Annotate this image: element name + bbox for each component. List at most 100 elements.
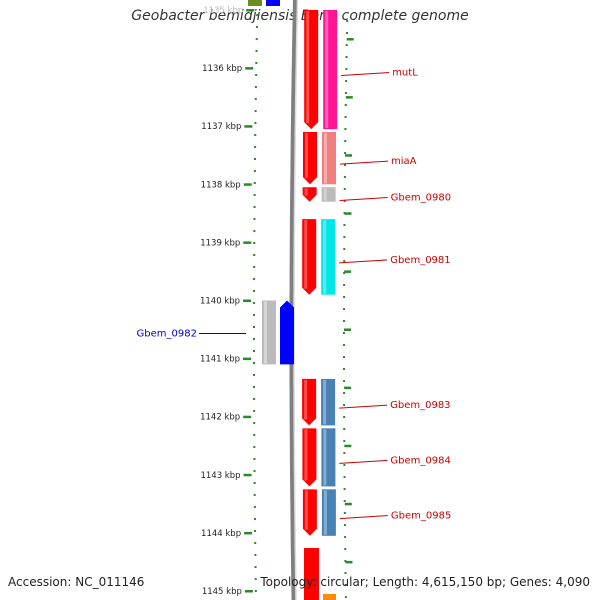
gene-Gbem_0981[interactable] (302, 219, 336, 295)
gene-cog-block (321, 378, 336, 426)
ruler-dot (253, 458, 256, 460)
gene-labels[interactable]: mutL miaA Gbem_0980 Gbem_0981 Gbem_0982 Gbem_… (137, 68, 452, 522)
ruler-dot (343, 500, 346, 502)
ruler-dot (343, 332, 346, 334)
genome-title: Geobacter bemidjiensis Bem, complete gen… (131, 8, 469, 24)
ruler-dot (254, 554, 257, 556)
ruler-dot (254, 134, 257, 136)
gene-label[interactable]: mutL (392, 68, 418, 79)
ruler-tick (345, 560, 353, 564)
ruler-dot (254, 530, 257, 532)
ruler-dot (343, 200, 346, 202)
ruler-dot (253, 182, 256, 184)
gene-label[interactable]: Gbem_0980 (391, 192, 451, 203)
gene-cog-block (321, 489, 336, 536)
gene-label[interactable]: Gbem_0985 (391, 511, 451, 522)
topology-text: Topology: circular; Length: 4,615,150 bp… (260, 575, 590, 589)
ruler-dot (344, 596, 347, 598)
ruler-tick (345, 154, 353, 157)
ruler-tick (245, 67, 254, 70)
gene-features[interactable] (248, 0, 338, 600)
ruler-dot (344, 92, 347, 94)
ruler-dot (344, 140, 347, 142)
gene-Gbem_0980[interactable] (302, 187, 336, 202)
gene-label-leader (339, 160, 389, 165)
backbone-arcs (289, 0, 299, 600)
ruler-dot (254, 122, 257, 124)
gene-label-leader (339, 459, 388, 464)
ruler-dot (343, 476, 346, 478)
ruler-dot (255, 50, 258, 52)
ruler-dot (253, 302, 256, 304)
gene-Gbem_0984[interactable] (302, 428, 336, 487)
ruler-dot (343, 320, 346, 322)
ruler-dot (343, 188, 346, 190)
ruler-dot (344, 128, 347, 130)
gene-cog-highlight (323, 220, 327, 294)
gene-label-leader (341, 72, 390, 77)
ruler-dot (343, 308, 346, 310)
gene-cog-block (321, 132, 336, 185)
ruler-tick-label: 1141 kbp (200, 355, 240, 365)
ruler-tick-label: 1136 kbp (202, 64, 242, 74)
gene-Gbem_0983[interactable] (302, 378, 336, 426)
gene-label-leader (339, 515, 388, 520)
ruler-dot (343, 464, 346, 466)
gene-label-leader (339, 196, 388, 201)
ruler-dot (253, 482, 256, 484)
ruler-dot (254, 542, 257, 544)
gene-label[interactable]: Gbem_0981 (390, 255, 450, 266)
ruler-dot (253, 506, 256, 508)
ruler-dot (343, 512, 346, 514)
gene-label[interactable]: Gbem_0984 (390, 455, 450, 466)
ruler-dot (343, 488, 346, 490)
ruler-tick-label: 1137 kbp (201, 122, 241, 132)
partial-gene-top-left-arrow (266, 0, 280, 6)
gene-cog-block (321, 219, 336, 295)
gene-cog-highlight (323, 429, 327, 486)
ruler-dot (344, 560, 347, 562)
ruler-dot (343, 380, 346, 382)
gene-arrow-highlight (306, 11, 310, 124)
gene-arrow-highlight (304, 133, 308, 179)
ruler-tick (243, 299, 252, 302)
ruler-dot (255, 62, 258, 64)
ruler-dot (343, 404, 346, 406)
ruler-dot (343, 416, 346, 418)
gene-cog-highlight (323, 188, 327, 201)
ruler-tick-label: 1139 kbp (200, 238, 240, 248)
ruler-tick (244, 590, 253, 593)
gene-Gbem_0985[interactable] (302, 489, 336, 536)
gene-label-leader (339, 404, 388, 409)
gene-cog-highlight (323, 133, 327, 184)
ruler-dot (253, 386, 256, 388)
ruler-dot (253, 314, 256, 316)
gene-label[interactable]: Gbem_0983 (390, 400, 450, 411)
ruler-dot (253, 422, 256, 424)
ruler-dot (253, 170, 256, 172)
ruler-dot (254, 578, 257, 580)
ruler-dot (346, 20, 349, 22)
gene-miaA[interactable] (302, 132, 336, 185)
gene-arrow-highlight (304, 188, 308, 196)
ruler-dot (343, 164, 346, 166)
gene-label[interactable]: miaA (391, 156, 417, 167)
ruler-tick-label: 1144 kbp (201, 529, 241, 539)
ruler-dot (253, 410, 256, 412)
gene-label[interactable]: Gbem_0982 (137, 328, 197, 339)
ruler-dot (344, 104, 347, 106)
ruler-dot (253, 326, 256, 328)
ruler-dot (344, 584, 347, 586)
ruler-dot (253, 338, 256, 340)
ruler-dot (253, 434, 256, 436)
ruler-dot (343, 284, 346, 286)
ruler-dot (253, 470, 256, 472)
gene-arrow-highlight (304, 220, 308, 289)
ruler-dot (343, 296, 346, 298)
ruler-dot (343, 236, 346, 238)
ruler-tick-label: 1135 kbp (203, 6, 243, 16)
ruler-tick (344, 386, 352, 390)
gene-Gbem_0982[interactable] (262, 300, 294, 365)
gene-mutL[interactable] (304, 10, 338, 130)
